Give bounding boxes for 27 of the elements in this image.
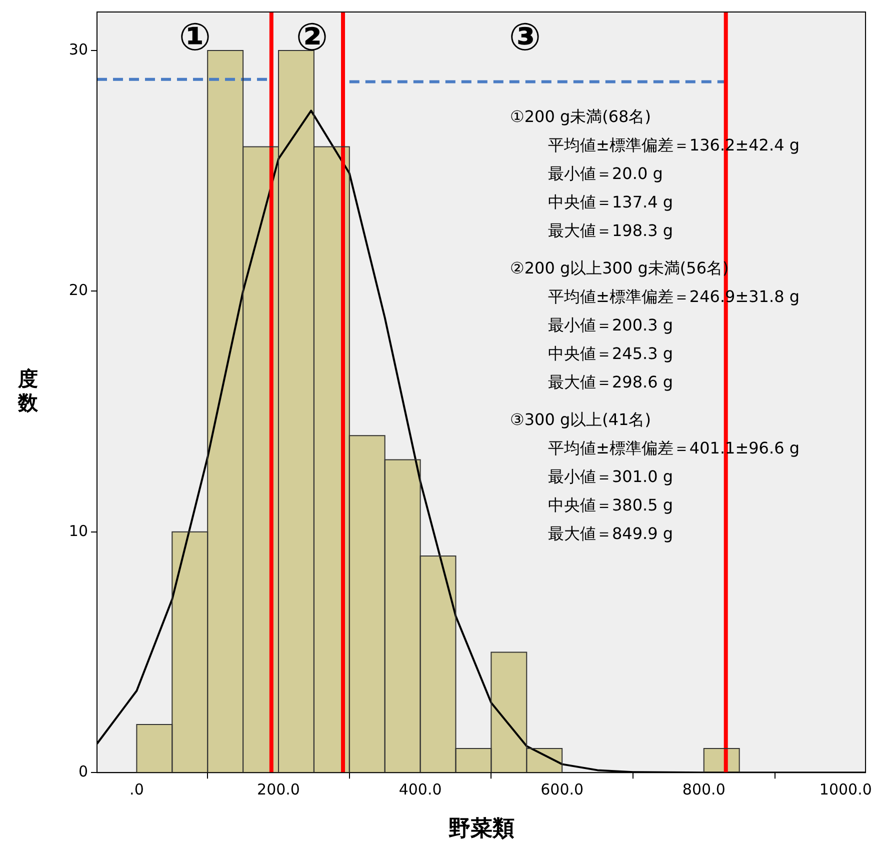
annotation: ③	[508, 14, 542, 59]
annotation: ②200 g以上300 g未満(56名)	[510, 258, 729, 278]
y-tick-label: 0	[78, 762, 88, 780]
y-tick-label: 30	[68, 40, 88, 58]
annotation: ①	[178, 14, 212, 59]
annotation: ①200 g未満(68名)	[510, 107, 651, 126]
y-tick-label: 20	[68, 281, 88, 300]
y-tick-label: 10	[68, 522, 88, 540]
x-axis-title: 野菜類	[448, 816, 514, 842]
annotation: 最小値＝20.0 g	[548, 164, 663, 184]
x-tick-label: 1000.0	[819, 780, 872, 798]
annotation: 中央値＝137.4 g	[548, 192, 674, 212]
annotation: ②	[296, 14, 328, 59]
x-tick-label: .0	[130, 780, 144, 798]
annotation: 最大値＝298.6 g	[548, 372, 674, 392]
x-tick-label: 800.0	[682, 780, 726, 798]
x-tick-label: 400.0	[398, 780, 442, 798]
x-tick-label: 200.0	[257, 780, 300, 798]
y-axis-title: 度数	[17, 366, 39, 415]
annotation: ③300 g以上(41名)	[510, 410, 651, 430]
annotation: 中央値＝380.5 g	[548, 496, 674, 515]
x-tick-label: 600.0	[540, 780, 584, 798]
annotation: 最小値＝200.3 g	[548, 316, 674, 335]
annotation: 最大値＝849.9 g	[548, 524, 674, 544]
annotation: 最大値＝198.3 g	[548, 221, 674, 240]
annotation: 最小値＝301.0 g	[548, 467, 674, 486]
annotation: 中央値＝245.3 g	[548, 344, 674, 364]
